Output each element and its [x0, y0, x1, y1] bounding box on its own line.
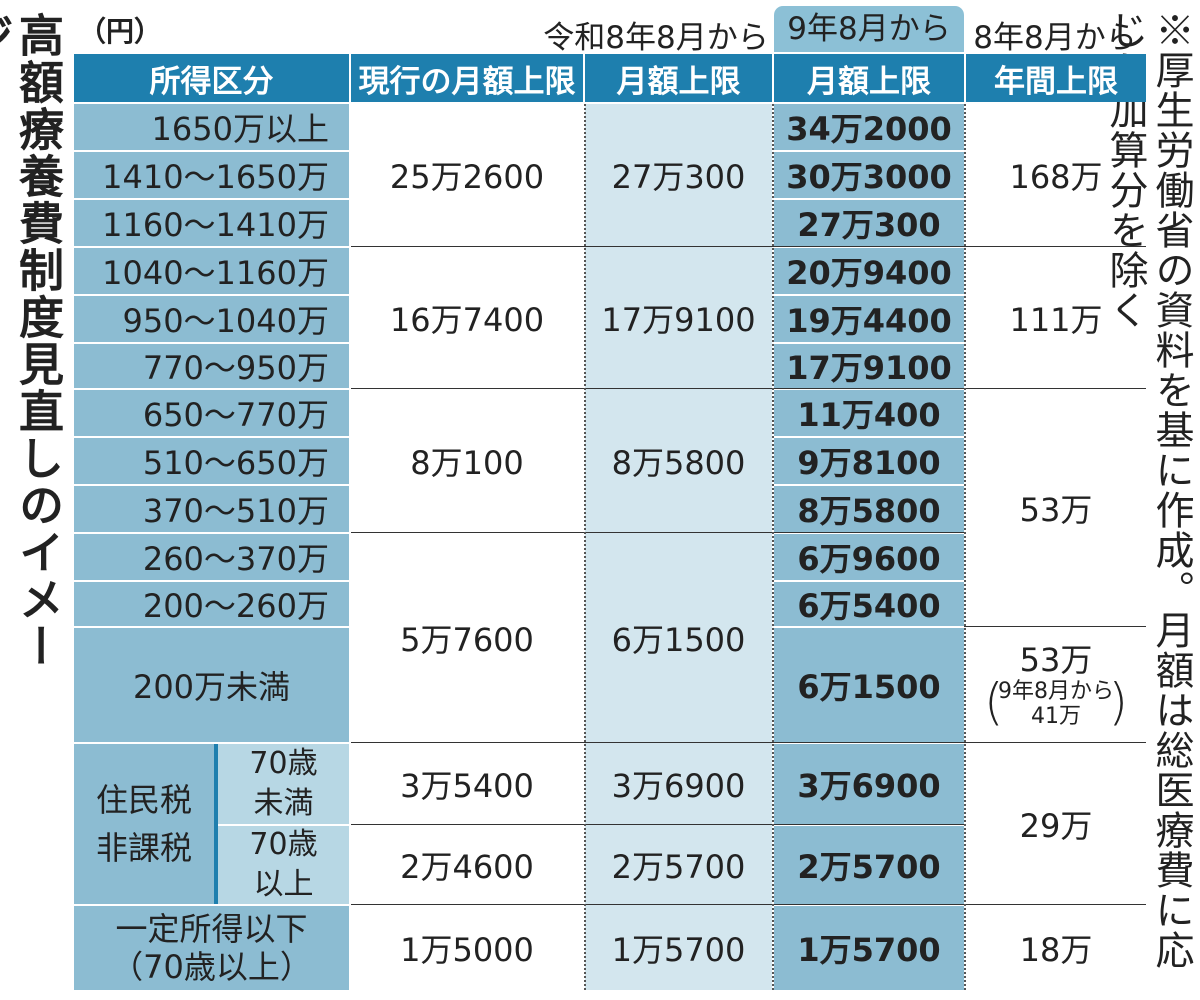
- source-note: ※厚生労働省の資料を基に作成。月額は総医療費に応じた加算分を除く: [1103, 10, 1194, 970]
- group-line: [351, 246, 1146, 247]
- current-cell: 3万5400: [400, 767, 534, 805]
- group-line: [351, 532, 964, 533]
- monthly-b-cell: 6万1500: [774, 628, 964, 742]
- sub-category-cell: 70歳 未満: [218, 744, 349, 824]
- annual-note: ( 9年8月から 41万 ): [984, 673, 1128, 731]
- monthly-b-cell: 3万6900: [774, 744, 964, 824]
- monthly-b-cell: 20万9400: [774, 248, 964, 294]
- category-low-income-l2: （70歳以上）: [111, 948, 312, 986]
- group-line: [351, 904, 1146, 905]
- sub-category-cell: 70歳 以上: [218, 826, 349, 904]
- period-label-c: 8年8月から: [973, 20, 1137, 56]
- category-cell: 770〜950万: [74, 344, 349, 388]
- annual-cell: 53万: [1019, 491, 1093, 529]
- category-low-income-l1: 一定所得以下: [115, 910, 308, 948]
- column-separator: [964, 104, 966, 990]
- monthly-a-cell: 2万5700: [611, 848, 746, 886]
- category-cell: 1410〜1650万: [74, 152, 349, 198]
- monthly-b-cell: 27万300: [774, 200, 964, 246]
- category-cell: 1040〜1160万: [74, 248, 349, 294]
- current-cell: 1万5000: [400, 931, 534, 969]
- chart-title: 高額療養費制度見直しのイメージ: [0, 12, 64, 670]
- unit-label: （円）: [78, 15, 163, 48]
- category-cell: 510〜650万: [74, 438, 349, 484]
- monthly-a-cell: 17万9100: [601, 301, 756, 339]
- sub-category-l1: 70歳: [249, 746, 318, 781]
- monthly-a-column-bg: [585, 104, 772, 990]
- category-cell: 950〜1040万: [74, 296, 349, 342]
- monthly-b-cell: 34万2000: [774, 104, 964, 150]
- period-label-b: 9年8月から: [774, 6, 964, 52]
- monthly-b-cell: 9万8100: [774, 438, 964, 484]
- sub-category-l1: 70歳: [249, 827, 318, 862]
- category-cell: 650〜770万: [74, 390, 349, 436]
- category-cell: 1650万以上: [74, 104, 349, 150]
- column-separator: [584, 104, 586, 990]
- current-cell: 25万2600: [389, 158, 545, 196]
- category-cell: 260〜370万: [74, 534, 349, 580]
- category-cell: 200万未満: [74, 628, 349, 742]
- sub-category-l2: 以上: [253, 867, 314, 902]
- sub-category-l2: 未満: [253, 786, 314, 821]
- annual-value: 53万: [1019, 641, 1093, 679]
- group-line: [351, 742, 1146, 743]
- monthly-b-cell: 2万5700: [774, 826, 964, 904]
- header-current: 現行の月額上限: [351, 54, 583, 102]
- annual-cell: 18万: [1019, 931, 1093, 969]
- current-cell: 8万100: [410, 444, 524, 482]
- current-cell: 16万7400: [389, 301, 545, 339]
- monthly-b-cell: 17万9100: [774, 344, 964, 388]
- monthly-b-cell: 11万400: [774, 390, 964, 436]
- row-line: [351, 824, 964, 825]
- monthly-a-cell: 6万1500: [611, 621, 746, 659]
- column-separator: [772, 104, 774, 990]
- annual-cell-with-note: 53万 ( 9年8月から 41万 ): [966, 628, 1146, 742]
- annual-note-l2: 41万: [1031, 704, 1081, 729]
- paren-close: ): [1108, 673, 1128, 731]
- category-low-income: 一定所得以下 （70歳以上）: [74, 906, 349, 990]
- monthly-b-cell: 1万5700: [774, 906, 964, 990]
- monthly-a-cell: 3万6900: [611, 767, 746, 805]
- monthly-b-cell: 8万5800: [774, 486, 964, 532]
- category-cell: 370〜510万: [74, 486, 349, 532]
- category-tax-exempt-l1: 住民税: [95, 781, 192, 819]
- group-line: [351, 388, 1146, 389]
- annual-cell: 29万: [1019, 807, 1093, 845]
- monthly-b-cell: 6万5400: [774, 582, 964, 626]
- category-cell: 200〜260万: [74, 582, 349, 626]
- annual-cell: 111万: [1009, 301, 1103, 339]
- monthly-b-cell: 19万4400: [774, 296, 964, 342]
- annual-note-l1: 9年8月から: [998, 679, 1114, 704]
- current-cell: 5万7600: [400, 621, 534, 659]
- annual-cell: 168万: [1009, 158, 1103, 196]
- monthly-a-cell: 8万5800: [611, 444, 746, 482]
- period-label-a: 令和8年8月から: [543, 20, 769, 56]
- monthly-b-cell: 6万9600: [774, 534, 964, 580]
- group-line: [964, 626, 1146, 627]
- group-divider: [214, 744, 218, 904]
- header-category: 所得区分: [74, 54, 349, 102]
- paren-open: (: [984, 673, 1004, 731]
- current-cell: 2万4600: [400, 848, 534, 886]
- category-tax-exempt: 住民税 非課税: [74, 744, 214, 904]
- monthly-a-cell: 27万300: [611, 158, 746, 196]
- category-tax-exempt-l2: 非課税: [95, 829, 192, 867]
- monthly-b-cell: 30万3000: [774, 152, 964, 198]
- header-monthly-a: 月額上限: [585, 54, 772, 102]
- category-cell: 1160〜1410万: [74, 200, 349, 246]
- header-monthly-b: 月額上限: [774, 54, 964, 102]
- monthly-a-cell: 1万5700: [611, 931, 746, 969]
- header-annual: 年間上限: [966, 54, 1146, 102]
